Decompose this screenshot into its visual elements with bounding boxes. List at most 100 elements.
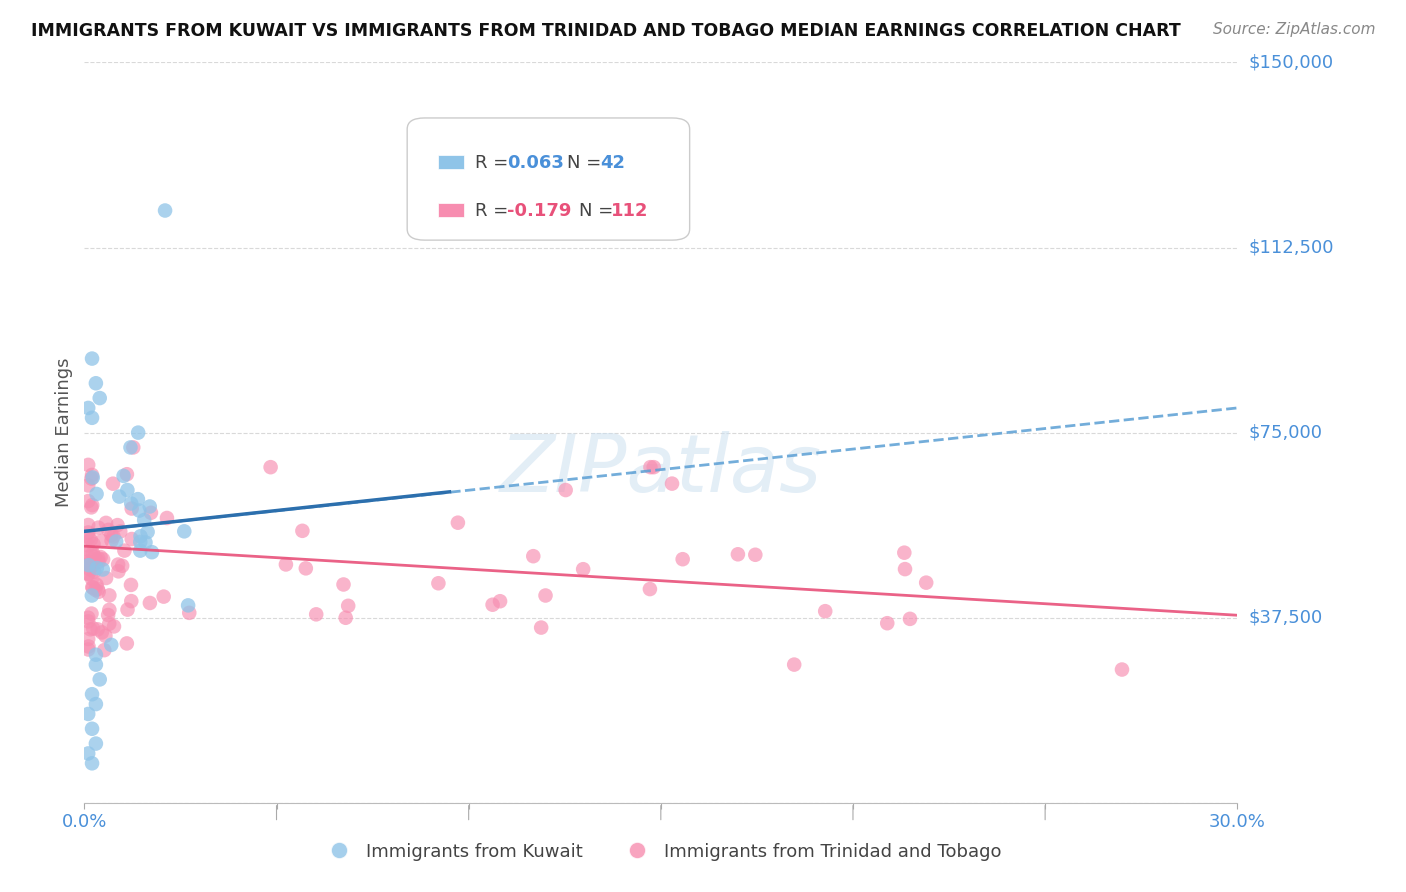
Text: N =: N =	[579, 202, 619, 219]
Point	[80, 351, 103, 366]
Point	[77, 567, 100, 582]
Point	[87, 555, 110, 569]
Point	[90, 550, 112, 565]
Point	[898, 612, 921, 626]
Point	[103, 529, 125, 543]
Point	[814, 604, 837, 618]
Point	[77, 706, 100, 721]
Point	[915, 575, 938, 590]
Point	[489, 594, 512, 608]
Point	[80, 722, 103, 736]
Point	[84, 737, 107, 751]
Y-axis label: Median Earnings: Median Earnings	[55, 358, 73, 508]
Text: ZIPatlas: ZIPatlas	[499, 431, 823, 508]
Point	[643, 460, 665, 475]
Point	[337, 599, 360, 613]
Point	[87, 551, 110, 566]
Point	[110, 524, 132, 539]
Point	[121, 501, 143, 516]
Point	[82, 537, 104, 551]
Point	[89, 673, 111, 687]
FancyBboxPatch shape	[439, 155, 464, 169]
Point	[138, 500, 160, 514]
Point	[82, 546, 104, 560]
Point	[177, 599, 200, 613]
Text: 112: 112	[612, 202, 648, 219]
Point	[87, 584, 110, 599]
Text: 0.063: 0.063	[508, 153, 564, 171]
Point	[134, 513, 156, 527]
Point	[107, 518, 129, 533]
Point	[84, 582, 107, 597]
Point	[77, 554, 100, 568]
Point	[117, 483, 139, 497]
Point	[640, 460, 662, 475]
Point	[82, 622, 104, 636]
Point	[783, 657, 806, 672]
Point	[82, 559, 104, 574]
Text: $37,500: $37,500	[1249, 608, 1323, 627]
Point	[77, 558, 100, 573]
Point	[91, 562, 114, 576]
Point	[121, 532, 143, 546]
Point	[83, 565, 105, 579]
Point	[77, 518, 100, 533]
Point	[107, 558, 129, 572]
Point	[84, 648, 107, 662]
Point	[80, 533, 103, 547]
Point	[530, 621, 553, 635]
Point	[77, 494, 100, 508]
Point	[117, 602, 139, 616]
Point	[103, 619, 125, 633]
Point	[77, 640, 100, 654]
Point	[100, 528, 122, 542]
Point	[77, 458, 100, 472]
Point	[84, 657, 107, 672]
FancyBboxPatch shape	[439, 203, 464, 217]
FancyBboxPatch shape	[408, 118, 690, 240]
Point	[129, 535, 152, 549]
Point	[305, 607, 328, 622]
Point	[77, 478, 100, 492]
Point	[87, 521, 110, 535]
Point	[153, 203, 176, 218]
Point	[101, 476, 124, 491]
Point	[136, 524, 159, 539]
Point	[134, 535, 156, 549]
Point	[173, 524, 195, 539]
Point	[80, 589, 103, 603]
Point	[481, 598, 503, 612]
Point	[87, 582, 110, 596]
Point	[295, 561, 318, 575]
Point	[79, 562, 101, 576]
Text: R =: R =	[475, 153, 515, 171]
Point	[80, 572, 103, 586]
Point	[447, 516, 470, 530]
Text: $75,000: $75,000	[1249, 424, 1323, 442]
Point	[332, 577, 354, 591]
Point	[259, 460, 281, 475]
Point	[120, 441, 142, 455]
Point	[94, 516, 117, 530]
Point	[129, 543, 152, 558]
Point	[672, 552, 695, 566]
Point	[82, 580, 104, 594]
Point	[94, 571, 117, 585]
Point	[82, 498, 104, 512]
Point	[894, 562, 917, 576]
Point	[80, 756, 103, 771]
Point	[112, 543, 135, 558]
Text: Source: ZipAtlas.com: Source: ZipAtlas.com	[1212, 22, 1375, 37]
Point	[152, 590, 174, 604]
Text: -0.179: -0.179	[508, 202, 572, 219]
Point	[127, 492, 149, 507]
Point	[522, 549, 544, 564]
Point	[84, 697, 107, 711]
Text: $112,500: $112,500	[1249, 238, 1334, 257]
Point	[94, 629, 117, 643]
Point	[120, 578, 142, 592]
Point	[156, 511, 179, 525]
Point	[115, 467, 138, 482]
Point	[876, 616, 898, 631]
Point	[427, 576, 450, 591]
